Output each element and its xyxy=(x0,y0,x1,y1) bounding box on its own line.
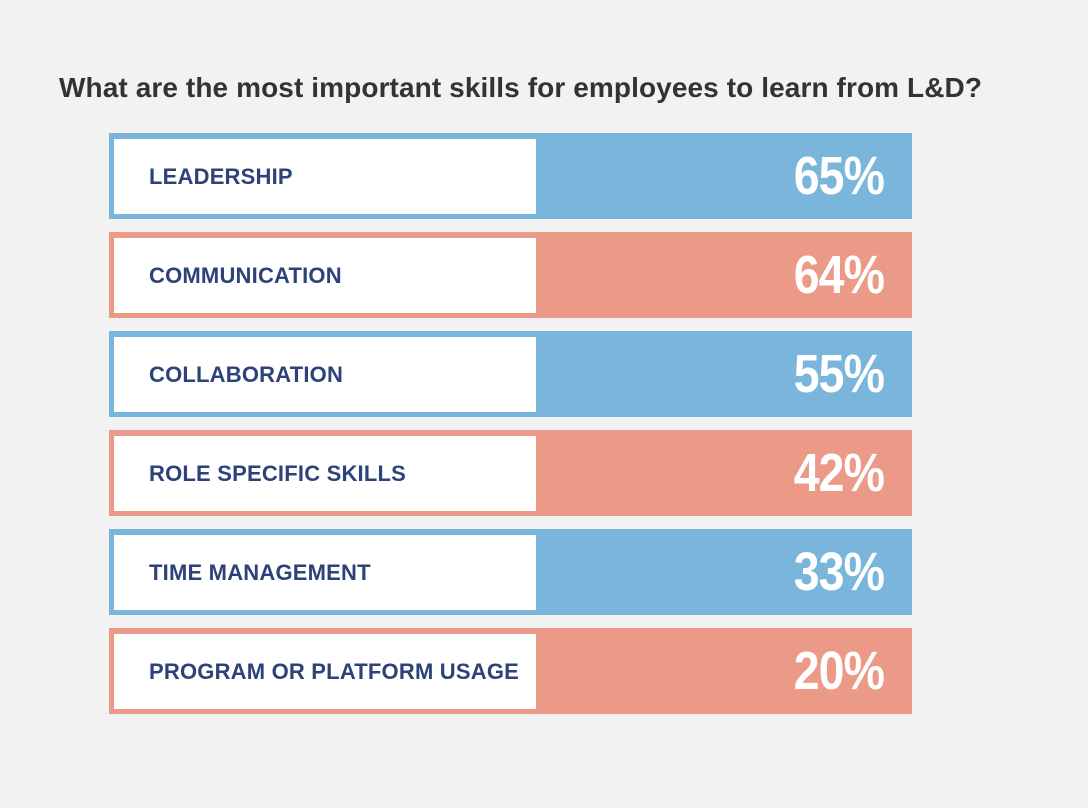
skill-row: PROGRAM OR PLATFORM USAGE 20% xyxy=(109,628,912,714)
skill-label-box: PROGRAM OR PLATFORM USAGE xyxy=(114,634,536,709)
skill-label-box: TIME MANAGEMENT xyxy=(114,535,536,610)
skill-label: COLLABORATION xyxy=(149,361,344,387)
skill-row: COMMUNICATION 64% xyxy=(109,232,912,318)
skill-label: LEADERSHIP xyxy=(149,163,293,189)
skill-percentage: 20% xyxy=(793,641,885,701)
skill-label: PROGRAM OR PLATFORM USAGE xyxy=(149,658,520,684)
skill-row: ROLE SPECIFIC SKILLS 42% xyxy=(109,430,912,516)
skill-row: COLLABORATION 55% xyxy=(109,331,912,417)
skill-percentage: 33% xyxy=(793,542,885,602)
skill-label-box: LEADERSHIP xyxy=(114,139,536,214)
skills-table: LEADERSHIP 65% COMMUNICATION 64% COLLABORATI… xyxy=(109,133,912,714)
skill-row: LEADERSHIP 65% xyxy=(109,133,912,219)
skill-percentage: 42% xyxy=(793,443,885,503)
skill-label-box: COMMUNICATION xyxy=(114,238,536,313)
skill-label: ROLE SPECIFIC SKILLS xyxy=(149,460,407,486)
skill-label: COMMUNICATION xyxy=(149,262,342,288)
skill-row: TIME MANAGEMENT 33% xyxy=(109,529,912,615)
skill-percentage: 55% xyxy=(793,344,885,404)
skill-label-box: ROLE SPECIFIC SKILLS xyxy=(114,436,536,511)
skill-label-box: COLLABORATION xyxy=(114,337,536,412)
chart-title: What are the most important skills for e… xyxy=(59,72,983,103)
skill-percentage: 65% xyxy=(793,146,885,206)
skill-label: TIME MANAGEMENT xyxy=(149,559,371,585)
skill-percentage: 64% xyxy=(793,245,885,305)
